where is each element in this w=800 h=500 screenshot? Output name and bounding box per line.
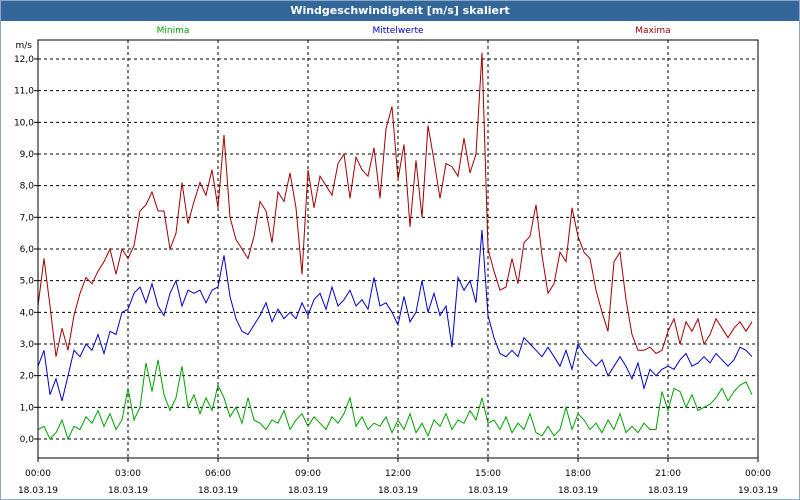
x-tick-time-label: 00:00 xyxy=(25,469,51,479)
grid xyxy=(38,40,758,458)
x-tick-time-label: 18:00 xyxy=(565,469,591,479)
y-tick-label: 11,0 xyxy=(14,87,34,97)
series-line-maxima xyxy=(37,52,753,357)
y-tick-label: 1,0 xyxy=(20,403,35,413)
y-tick-label: 2,0 xyxy=(20,372,35,382)
x-tick-date-label: 18.03.19 xyxy=(18,486,58,496)
x-tick-date-label: 18.03.19 xyxy=(558,486,598,496)
x-tick-time-label: 12:00 xyxy=(385,469,411,479)
x-tick-date-label: 18.03.19 xyxy=(108,486,148,496)
x-tick-date-label: 18.03.19 xyxy=(378,486,418,496)
x-tick-time-label: 15:00 xyxy=(475,469,501,479)
y-axis-label: m/s xyxy=(16,41,33,51)
x-tick-date-label: 18.03.19 xyxy=(288,486,328,496)
y-tick-label: 3,0 xyxy=(20,340,35,350)
x-tick-date-label: 19.03.19 xyxy=(738,486,778,496)
x-tick-time-label: 06:00 xyxy=(205,469,231,479)
series-line-mittelwerte xyxy=(37,229,753,402)
legend-entry-maxima: Maxima xyxy=(635,26,670,36)
y-tick-label: 9,0 xyxy=(20,150,35,160)
y-tick-label: 12,0 xyxy=(14,55,34,65)
y-tick-label: 4,0 xyxy=(20,308,35,318)
y-tick-label: 8,0 xyxy=(20,182,35,192)
x-tick-time-label: 00:00 xyxy=(745,469,771,479)
y-tick-label: 10,0 xyxy=(14,118,34,128)
y-tick-label: 0,0 xyxy=(20,435,35,445)
legend-entry-mittelwerte: Mittelwerte xyxy=(372,26,423,36)
y-tick-label: 5,0 xyxy=(20,277,35,287)
legend-entry-minima: Minima xyxy=(157,26,190,36)
y-tick-label: 6,0 xyxy=(20,245,35,255)
chart-title: Windgeschwindigkeit [m/s] skaliert xyxy=(1,1,799,21)
x-tick-date-label: 18.03.19 xyxy=(198,486,238,496)
x-tick-date-label: 18.03.19 xyxy=(648,486,688,496)
legend: Minima Mittelwerte Maxima xyxy=(157,26,671,36)
series-lines xyxy=(37,52,753,441)
axes: 0,0 1,0 2,0 3,0 4,0 5,0 6,0 7,0 8,0 9,0 10,0 11,0 12… xyxy=(14,39,778,496)
series-line-minima xyxy=(37,359,753,441)
x-tick-date-label: 18.03.19 xyxy=(468,486,508,496)
x-tick-time-label: 21:00 xyxy=(655,469,681,479)
x-tick-time-label: 09:00 xyxy=(295,469,321,479)
y-tick-label: 7,0 xyxy=(20,213,35,223)
x-tick-time-label: 03:00 xyxy=(115,469,141,479)
